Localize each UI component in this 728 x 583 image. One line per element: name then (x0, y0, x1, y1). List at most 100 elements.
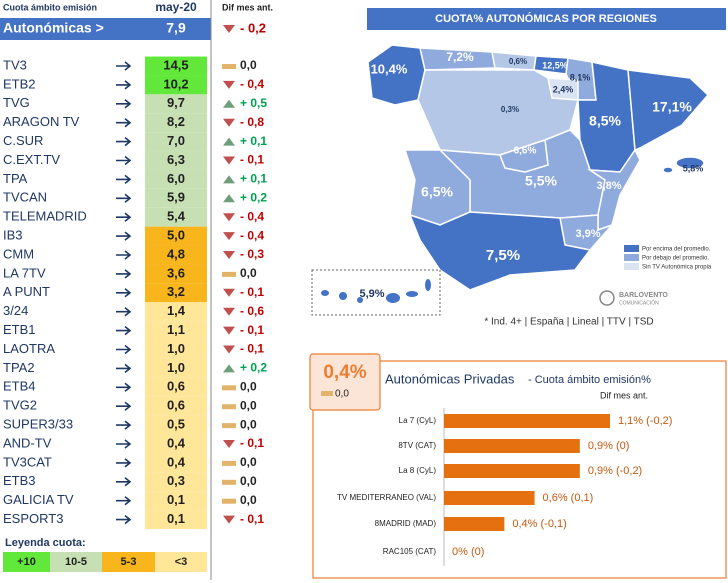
map (367, 44, 710, 291)
diff: - 0,1 (240, 512, 264, 526)
share: 1,4 (167, 303, 186, 318)
bar (444, 491, 535, 505)
share: 4,8 (167, 246, 185, 261)
share-cell (145, 340, 207, 359)
row-arrow (116, 514, 132, 525)
island (357, 297, 363, 303)
row-arrow (116, 439, 132, 449)
row-arrow (116, 212, 132, 222)
header-diff: Dif mes ant. (222, 2, 273, 12)
bar (444, 464, 580, 478)
arrow-up (223, 364, 235, 373)
share-cell (145, 113, 207, 133)
diff: - 0,1 (240, 342, 264, 356)
share-cell (145, 396, 207, 416)
logo-text: COMUNICACIÓN (619, 299, 659, 306)
share-cell (145, 151, 207, 170)
map-label: 5,8% (683, 163, 704, 173)
legend-swatch (3, 552, 50, 572)
share: 6,0 (167, 171, 185, 186)
share: 5,4 (167, 209, 186, 224)
diff: 0,0 (240, 58, 257, 72)
legend: +10 10-5 5-3 <3 (3, 552, 207, 572)
map-label: 8,1% (570, 72, 591, 82)
arrow-down (223, 80, 235, 89)
map-label: 7,2% (446, 50, 474, 64)
channel-name: TVG (3, 95, 30, 110)
share-cell (145, 434, 207, 454)
diff: - 0,4 (240, 228, 264, 242)
category-label: La 7 (CyL) (399, 416, 437, 425)
share: 0,1 (167, 492, 185, 507)
channel-name: ETB3 (3, 473, 36, 488)
diff: + 0,5 (240, 96, 267, 110)
row-arrow (116, 382, 132, 392)
share: 5,9 (167, 190, 185, 205)
arrow-down (223, 118, 235, 127)
diff: - 0,4 (240, 77, 264, 91)
summary-diff: - 0,2 (240, 20, 266, 35)
row-arrow (116, 99, 132, 109)
share: 1,0 (167, 360, 185, 375)
channel-name: A PUNT (3, 284, 50, 299)
value-label: 0% (0) (452, 546, 484, 558)
legend-label: 10-5 (65, 556, 87, 568)
arrow-down (223, 213, 235, 222)
legend-swatch (624, 254, 639, 261)
category-label: RAC105 (CAT) (383, 547, 437, 556)
map-label: 6,5% (421, 184, 453, 200)
row-arrow (116, 269, 132, 279)
diff: 0,0 (240, 379, 257, 393)
share-cell (145, 264, 207, 284)
flat-marker (222, 64, 236, 69)
share: 1,0 (167, 341, 185, 356)
row-arrow (116, 174, 132, 185)
flat-marker (222, 423, 236, 429)
value-label: 0,9% (-0,2) (588, 465, 642, 477)
arrow-down (223, 232, 235, 241)
diff: 0,0 (240, 417, 257, 431)
arrow-down (223, 345, 235, 354)
island (425, 279, 431, 291)
share: 7,0 (167, 133, 185, 148)
map-label: 17,1% (652, 99, 692, 115)
category-label: TV MEDITERRANEO (VAL) (337, 493, 436, 502)
map-label: 0,6% (509, 57, 527, 66)
map-label: 12,5% (542, 60, 568, 70)
legend-label: Por debajo del promedio. (642, 256, 709, 262)
island (321, 290, 329, 296)
arrow-down (223, 326, 235, 335)
share: 3,2 (167, 284, 185, 299)
row-arrow (116, 250, 132, 260)
arrow-down (223, 307, 235, 316)
legend-label: <3 (175, 556, 188, 568)
channel-name: TVG2 (3, 398, 37, 413)
legend-swatch (624, 245, 639, 252)
category-label: 8TV (CAT) (398, 441, 436, 450)
map-label: 0,3% (501, 105, 519, 114)
share-cell (145, 510, 207, 530)
region (408, 211, 592, 291)
arrow-down (223, 440, 235, 448)
channel-name: SUPER3/33 (3, 417, 73, 432)
legend-label: 5-3 (121, 556, 137, 568)
row-arrow (116, 136, 132, 147)
logo-icon (599, 290, 615, 306)
share: 0,6 (167, 379, 185, 394)
row-arrow (116, 496, 132, 506)
chart-title: Autonómicas Privadas (385, 371, 515, 386)
flat-marker (222, 460, 236, 466)
flat-marker (222, 271, 236, 277)
arrow-up (223, 194, 235, 203)
diff: + 0,2 (240, 361, 267, 375)
legend-swatch (155, 552, 207, 572)
share: 6,3 (167, 152, 185, 167)
map-label: 7,5% (486, 247, 520, 264)
arrow-down (223, 288, 235, 297)
summary-share: 7,9 (166, 20, 186, 36)
map-label: 5,9% (359, 288, 384, 300)
map-title: CUOTA% AUTONÓMICAS POR REGIONES (435, 12, 657, 25)
bar (444, 414, 610, 428)
legend-label: Sin TV Autonómica propia (642, 265, 712, 271)
